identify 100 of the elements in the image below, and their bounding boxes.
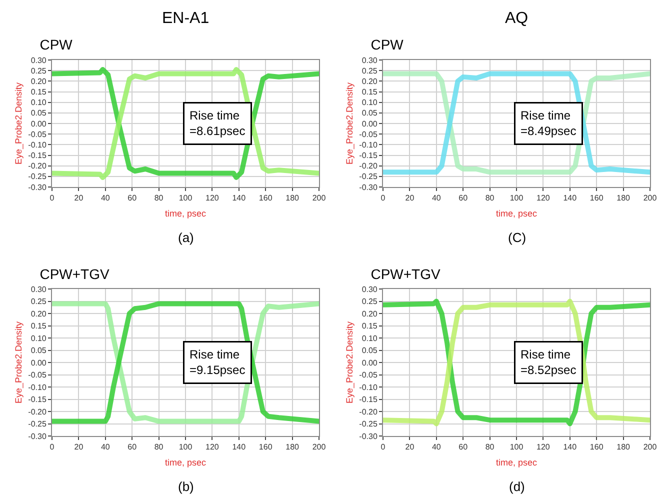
y-tick-label: 0.20 <box>30 309 47 318</box>
y-tick-label: 0.30 <box>30 56 47 65</box>
y-tick-label: -0.30 <box>28 182 47 192</box>
x-tick-label: 200 <box>312 194 326 203</box>
x-axis-title: time, psec <box>496 208 538 218</box>
x-tick-label: 40 <box>432 194 442 203</box>
y-tick-label: 0.00 <box>362 119 378 128</box>
y-tick-label: -0.05 <box>28 370 47 380</box>
x-tick-label: 40 <box>432 442 442 452</box>
x-tick-label: 100 <box>178 442 193 452</box>
y-tick-label: 0.10 <box>30 98 47 108</box>
y-tick-label: 0.00 <box>362 358 378 368</box>
text: EN-A1 <box>162 10 210 27</box>
x-tick-label: 140 <box>563 442 578 452</box>
x-tick-label: 120 <box>206 442 220 452</box>
y-tick-label: 0.10 <box>30 334 47 343</box>
x-tick-label: 0 <box>380 194 386 203</box>
x-tick-label: 160 <box>258 442 273 452</box>
y-tick-label: -0.15 <box>359 395 378 404</box>
y-tick-label: 0.15 <box>30 88 47 97</box>
y-tick-label: -0.20 <box>359 407 378 416</box>
y-tick-label: 0.15 <box>362 88 378 97</box>
y-tick-label: -0.20 <box>28 407 47 416</box>
y-tick-label: -0.25 <box>28 172 47 182</box>
chart-title: CPW <box>370 36 404 53</box>
y-tick-label: -0.15 <box>28 151 47 160</box>
y-tick-label: -0.25 <box>359 172 378 182</box>
y-tick-label: 0.15 <box>362 322 378 331</box>
x-axis-title: time, psec <box>496 457 538 468</box>
text: (d) <box>509 479 525 494</box>
y-tick-label: 0.05 <box>30 108 47 118</box>
y-tick-label: -0.30 <box>359 182 378 192</box>
x-tick-label: 20 <box>405 194 415 203</box>
y-tick-label: 0.20 <box>362 76 378 86</box>
y-tick-label: -0.05 <box>28 130 47 139</box>
y-tick-label: -0.30 <box>359 432 378 441</box>
x-tick-label: 180 <box>616 442 631 452</box>
x-tick-label: 160 <box>590 442 604 452</box>
x-tick-label: 80 <box>485 194 495 203</box>
x-tick-label: 0 <box>380 442 386 452</box>
x-tick-label: 60 <box>128 442 138 452</box>
x-tick-label: 0 <box>50 194 55 203</box>
y-tick-label: -0.05 <box>359 370 378 380</box>
y-tick-label: 0.10 <box>362 334 378 343</box>
x-tick-label: 100 <box>510 442 524 452</box>
y-tick-label: 0.00 <box>30 119 47 128</box>
x-tick-label: 80 <box>154 194 164 203</box>
text: (b) <box>178 479 194 494</box>
y-tick-label: -0.30 <box>28 432 47 441</box>
x-tick-label: 20 <box>405 442 415 452</box>
x-tick-label: 180 <box>286 194 300 203</box>
y-axis-title: Eye_Probe2.Density <box>344 82 355 165</box>
x-axis-title: time, psec <box>164 457 207 468</box>
annotation: Rise time =8.61psec <box>190 108 246 138</box>
y-tick-label: 0.30 <box>362 56 378 65</box>
y-axis-title: Eye_Probe2.Density <box>14 82 24 165</box>
y-tick-label: 0.00 <box>30 358 47 368</box>
y-tick-label: -0.10 <box>359 140 378 150</box>
y-tick-label: 0.20 <box>30 76 47 86</box>
y-tick-label: -0.05 <box>359 130 378 139</box>
y-tick-label: 0.25 <box>362 297 378 306</box>
x-tick-label: 120 <box>206 194 220 203</box>
text: AQ <box>505 10 528 27</box>
x-tick-label: 140 <box>232 442 246 452</box>
x-tick-label: 200 <box>643 442 658 452</box>
x-tick-label: 20 <box>74 442 84 452</box>
y-tick-label: 0.15 <box>30 322 47 331</box>
x-axis-title: time, psec <box>164 208 207 218</box>
x-tick-label: 60 <box>458 194 468 203</box>
y-tick-label: -0.10 <box>359 382 378 392</box>
y-tick-label: 0.20 <box>362 309 378 318</box>
x-tick-label: 80 <box>154 442 164 452</box>
x-tick-label: 180 <box>616 194 631 203</box>
x-tick-label: 40 <box>100 442 110 452</box>
y-tick-label: -0.20 <box>28 162 47 171</box>
x-tick-label: 200 <box>312 442 326 452</box>
chart-title: CPW+TGV <box>40 266 110 282</box>
text: (a) <box>178 230 194 245</box>
y-tick-label: 0.10 <box>362 98 378 108</box>
y-tick-label: -0.15 <box>28 395 47 404</box>
x-tick-label: 160 <box>258 194 273 203</box>
x-tick-label: 160 <box>590 194 604 203</box>
y-tick-label: -0.15 <box>359 151 378 160</box>
x-tick-label: 120 <box>536 442 550 452</box>
x-tick-label: 140 <box>232 194 246 203</box>
x-tick-label: 60 <box>458 442 468 452</box>
y-axis-title: Eye_Probe2.Density <box>344 320 355 404</box>
y-tick-label: 0.25 <box>362 66 378 76</box>
x-tick-label: 140 <box>563 194 578 203</box>
y-tick-label: 0.05 <box>362 108 378 118</box>
x-tick-label: 40 <box>100 194 110 203</box>
y-tick-label: 0.30 <box>30 284 47 294</box>
x-tick-label: 100 <box>178 194 193 203</box>
x-tick-label: 120 <box>536 194 550 203</box>
y-tick-label: 0.25 <box>30 66 47 76</box>
x-tick-label: 60 <box>128 194 138 203</box>
annotation: Rise time =8.49psec <box>520 108 576 138</box>
y-tick-label: 0.05 <box>362 346 378 356</box>
x-tick-label: 100 <box>510 194 524 203</box>
annotation: Rise time =8.52psec <box>520 348 576 378</box>
